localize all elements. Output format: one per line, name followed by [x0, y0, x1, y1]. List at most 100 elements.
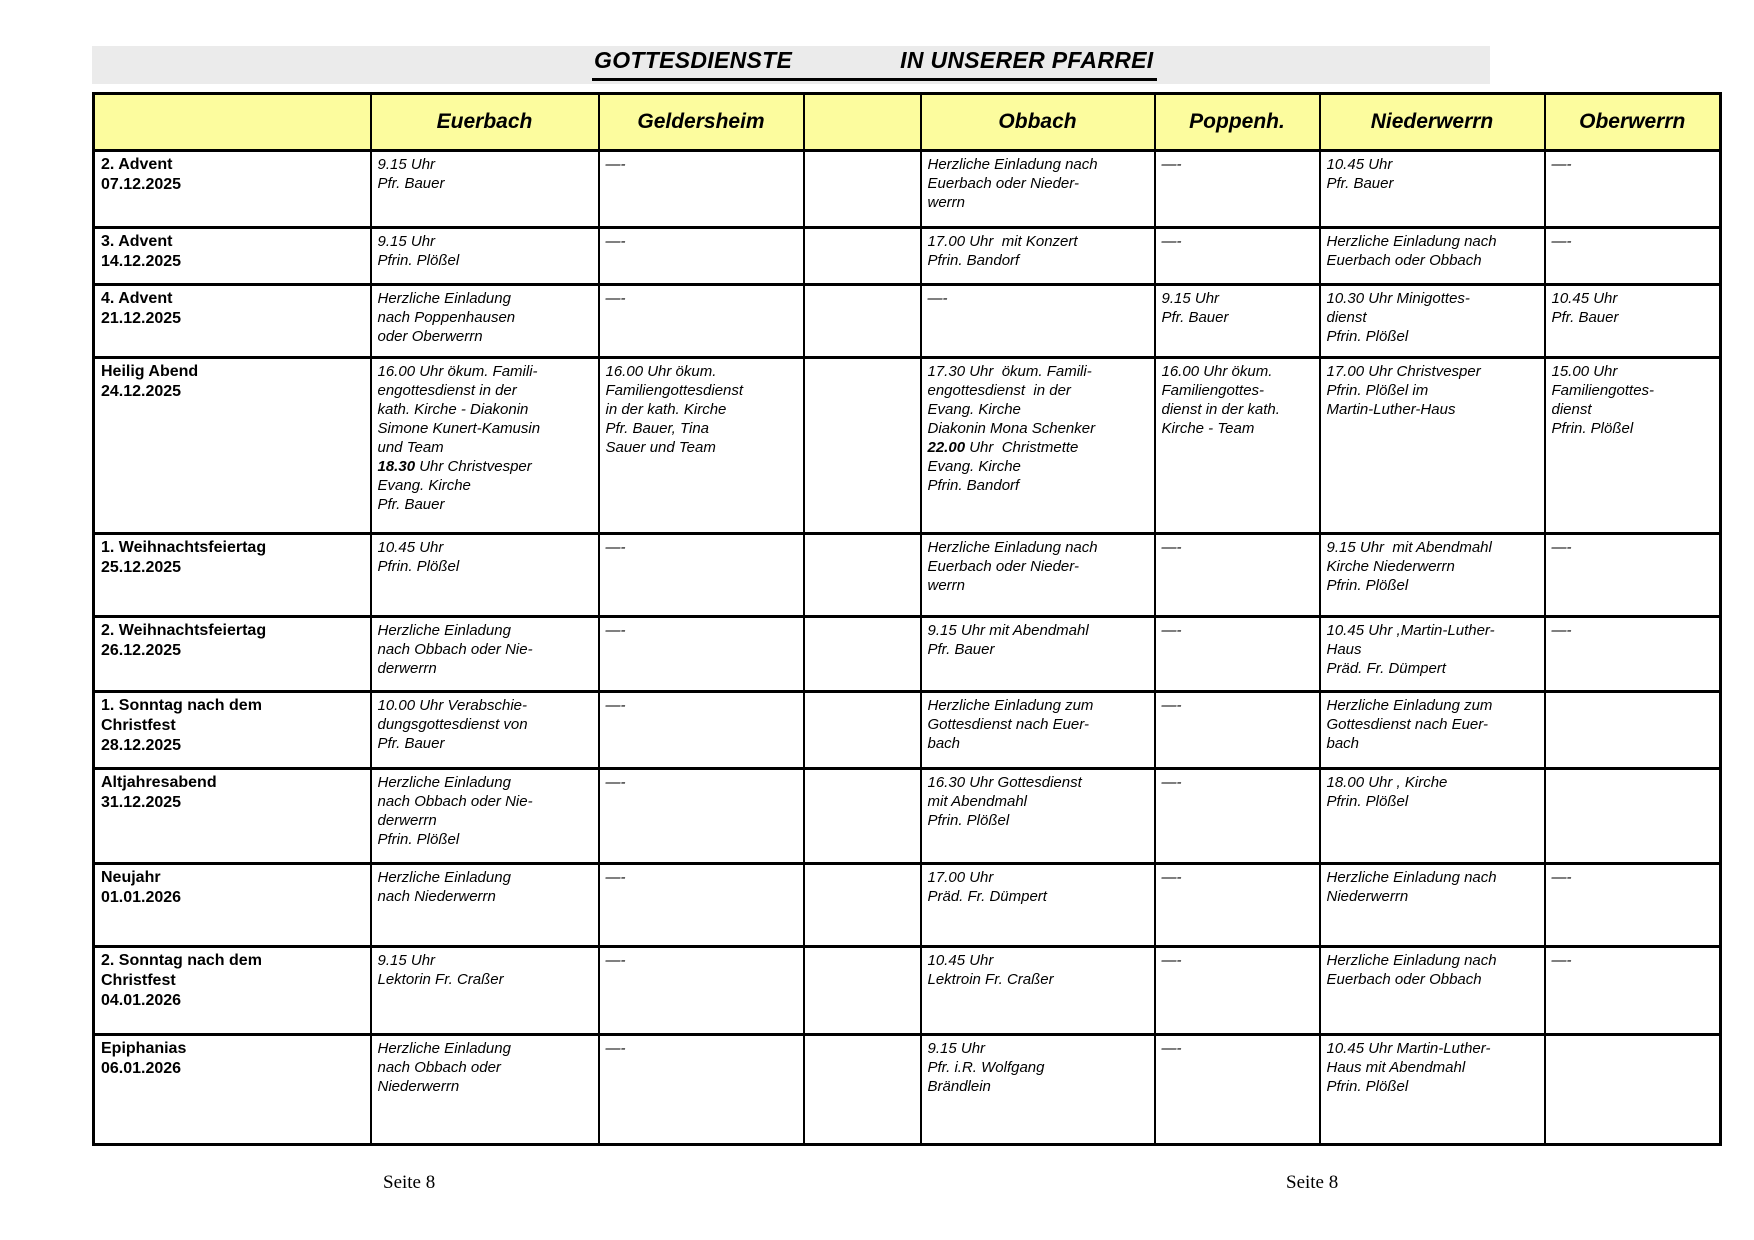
date-cell: 1. Weihnachtsfeiertag 25.12.2025 [92, 532, 372, 618]
date-cell: Heilig Abend 24.12.2025 [92, 356, 372, 535]
column-header-euerbach: Euerbach [369, 92, 600, 152]
cell-niederwerrn: 18.00 Uhr , Kirche Pfrin. Plößel [1318, 767, 1546, 865]
column-header-obbach: Obbach [919, 92, 1156, 152]
table-row-4: Heilig Abend 24.12.2025 16.00 Uhr ökum. F… [92, 356, 1722, 535]
cell-obbach: 16.30 Uhr Gottesdienst mit Abendmahl Pfr… [919, 767, 1156, 865]
cell-niederwerrn: Herzliche Einladung nach Euerbach oder O… [1318, 945, 1546, 1036]
cell-obbach: 17.00 Uhr Präd. Fr. Dümpert [919, 862, 1156, 948]
date-cell: 3. Advent 14.12.2025 [92, 226, 372, 286]
page-number-right: Seite 8 [1286, 1172, 1339, 1193]
spacer-cell [802, 283, 922, 359]
cell-oberwerrn: —- [1543, 862, 1722, 948]
cell-oberwerrn: 15.00 Uhr Familiengottes- dienst Pfrin. … [1543, 356, 1722, 535]
cell-obbach: 17.30 Uhr ökum. Famili- engottesdienst i… [919, 356, 1156, 535]
cell-poppenh: —- [1153, 532, 1321, 618]
column-header-poppenh: Poppenh. [1153, 92, 1321, 152]
cell-poppenh: —- [1153, 862, 1321, 948]
cell-oberwerrn: —- [1543, 149, 1722, 229]
date-cell: Altjahresabend 31.12.2025 [92, 767, 372, 865]
spacer-cell [802, 356, 922, 535]
date-cell: 2. Advent 07.12.2025 [92, 149, 372, 229]
cell-geldersheim: 16.00 Uhr ökum. Familiengottesdienst in … [597, 356, 805, 535]
table-row-1: 2. Advent 07.12.2025 9.15 Uhr Pfr. Bauer —… [92, 149, 1722, 229]
table-row-3: 4. Advent 21.12.2025 Herzliche Einladung … [92, 283, 1722, 359]
cell-poppenh: —- [1153, 149, 1321, 229]
table-row-10: 2. Sonntag nach dem Christfest 04.01.202… [92, 945, 1722, 1036]
cell-niederwerrn: 10.45 Uhr Pfr. Bauer [1318, 149, 1546, 229]
cell-euerbach: Herzliche Einladung nach Obbach oder Nie… [369, 767, 600, 865]
schedule-table: Euerbach Geldersheim Obbach Poppenh. Niederw… [92, 92, 1722, 1146]
cell-poppenh: 16.00 Uhr ökum. Familiengottes- dienst i… [1153, 356, 1321, 535]
cell-poppenh: —- [1153, 615, 1321, 693]
cell-geldersheim: —- [597, 283, 805, 359]
cell-niederwerrn: 10.30 Uhr Minigottes- dienst Pfrin. Plöß… [1318, 283, 1546, 359]
cell-niederwerrn: Herzliche Einladung nach Euerbach oder O… [1318, 226, 1546, 286]
cell-euerbach: Herzliche Einladung nach Obbach oder Nie… [369, 615, 600, 693]
cell-euerbach: 9.15 Uhr Pfrin. Plößel [369, 226, 600, 286]
cell-obbach: 17.00 Uhr mit Konzert Pfrin. Bandorf [919, 226, 1156, 286]
cell-euerbach: 10.00 Uhr Verabschie- dungsgottesdienst … [369, 690, 600, 770]
date-cell: Neujahr 01.01.2026 [92, 862, 372, 948]
table-row-8: Altjahresabend 31.12.2025 Herzliche Einla… [92, 767, 1722, 865]
spacer-cell [802, 226, 922, 286]
table-row-7: 1. Sonntag nach dem Christfest 28.12.202… [92, 690, 1722, 770]
date-cell: 2. Sonntag nach dem Christfest 04.01.202… [92, 945, 372, 1036]
cell-euerbach: Herzliche Einladung nach Obbach oder Nie… [369, 1033, 600, 1146]
cell-euerbach: Herzliche Einladung nach Niederwerrn [369, 862, 600, 948]
cell-oberwerrn: —- [1543, 615, 1722, 693]
table-row-5: 1. Weihnachtsfeiertag 25.12.2025 10.45 Uh… [92, 532, 1722, 618]
cell-obbach: Herzliche Einladung zum Gottesdienst nac… [919, 690, 1156, 770]
spacer-cell [802, 149, 922, 229]
cell-geldersheim: —- [597, 149, 805, 229]
cell-poppenh: —- [1153, 767, 1321, 865]
spacer-cell [802, 690, 922, 770]
cell-oberwerrn: —- [1543, 226, 1722, 286]
spacer-cell [802, 862, 922, 948]
cell-oberwerrn: —- [1543, 945, 1722, 1036]
cell-oberwerrn [1543, 690, 1722, 770]
cell-poppenh: —- [1153, 690, 1321, 770]
cell-euerbach: Herzliche Einladung nach Poppenhausen od… [369, 283, 600, 359]
cell-obbach: 10.45 Uhr Lektroin Fr. Craßer [919, 945, 1156, 1036]
date-cell: 4. Advent 21.12.2025 [92, 283, 372, 359]
cell-obbach: 9.15 Uhr mit Abendmahl Pfr. Bauer [919, 615, 1156, 693]
cell-obbach: Herzliche Einladung nach Euerbach oder N… [919, 149, 1156, 229]
cell-oberwerrn: —- [1543, 532, 1722, 618]
cell-geldersheim: —- [597, 690, 805, 770]
page-title: GOTTESDIENSTE IN UNSERER PFARREI [592, 47, 1158, 81]
cell-oberwerrn: 10.45 Uhr Pfr. Bauer [1543, 283, 1722, 359]
column-header-niederwerrn: Niederwerrn [1318, 92, 1546, 152]
cell-euerbach: 16.00 Uhr ökum. Famili- engottesdienst i… [369, 356, 600, 535]
cell-obbach: Herzliche Einladung nach Euerbach oder N… [919, 532, 1156, 618]
cell-euerbach: 10.45 Uhr Pfrin. Plößel [369, 532, 600, 618]
cell-poppenh: —- [1153, 1033, 1321, 1146]
cell-obbach: —- [919, 283, 1156, 359]
cell-geldersheim: —- [597, 862, 805, 948]
title-band: GOTTESDIENSTE IN UNSERER PFARREI [92, 46, 1490, 84]
title-part-1: GOTTESDIENSTE [594, 47, 793, 73]
title-part-2: IN UNSERER PFARREI [900, 47, 1154, 73]
column-header-blank [92, 92, 372, 152]
cell-niederwerrn: Herzliche Einladung zum Gottesdienst nac… [1318, 690, 1546, 770]
date-cell: 2. Weihnachtsfeiertag 26.12.2025 [92, 615, 372, 693]
cell-obbach: 9.15 Uhr Pfr. i.R. Wolfgang Brändlein [919, 1033, 1156, 1146]
spacer-cell [802, 615, 922, 693]
cell-geldersheim: —- [597, 532, 805, 618]
cell-poppenh: —- [1153, 226, 1321, 286]
cell-euerbach: 9.15 Uhr Lektorin Fr. Craßer [369, 945, 600, 1036]
cell-geldersheim: —- [597, 226, 805, 286]
date-cell: 1. Sonntag nach dem Christfest 28.12.202… [92, 690, 372, 770]
cell-niederwerrn: Herzliche Einladung nach Niederwerrn [1318, 862, 1546, 948]
column-header-geldersheim: Geldersheim [597, 92, 805, 152]
cell-oberwerrn [1543, 1033, 1722, 1146]
date-cell: Epiphanias 06.01.2026 [92, 1033, 372, 1146]
cell-euerbach: 9.15 Uhr Pfr. Bauer [369, 149, 600, 229]
cell-geldersheim: —- [597, 945, 805, 1036]
header-row: Euerbach Geldersheim Obbach Poppenh. Niederw… [92, 92, 1722, 152]
cell-geldersheim: —- [597, 767, 805, 865]
cell-geldersheim: —- [597, 1033, 805, 1146]
table-row-9: Neujahr 01.01.2026 Herzliche Einladung na… [92, 862, 1722, 948]
cell-geldersheim: —- [597, 615, 805, 693]
cell-oberwerrn [1543, 767, 1722, 865]
